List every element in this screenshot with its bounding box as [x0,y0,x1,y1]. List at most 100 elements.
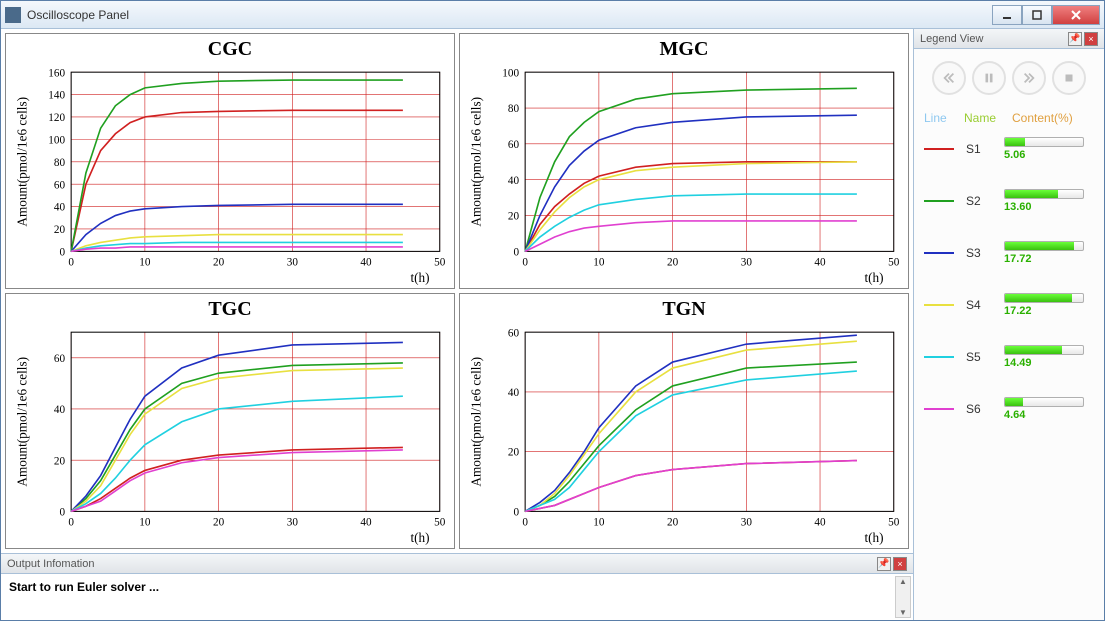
output-text: Start to run Euler solver ... [9,580,159,594]
svg-text:t(h): t(h) [410,270,429,285]
chart-panel-tgn: TGN010203040500204060t(h)Amount(pmol/1e6… [459,293,909,549]
legend-col-line: Line [924,111,964,125]
series-value: 5.06 [1004,149,1094,161]
close-panel-icon[interactable]: × [893,557,907,571]
svg-text:10: 10 [139,257,151,269]
legend-col-content: Content(%) [1012,111,1094,125]
svg-text:30: 30 [741,517,753,529]
output-scrollbar[interactable] [895,576,911,618]
output-title: Output Infomation [7,558,875,570]
media-controls [914,49,1104,111]
chart-panel-cgc: CGC01020304050020406080100120140160t(h)A… [5,33,455,289]
titlebar[interactable]: Oscilloscope Panel [1,1,1104,29]
svg-text:40: 40 [814,257,826,269]
svg-text:0: 0 [522,257,528,269]
stop-button[interactable] [1052,61,1086,95]
series-value-wrap: 4.64 [1004,397,1094,421]
svg-text:Amount(pmol/1e6 cells): Amount(pmol/1e6 cells) [14,97,29,227]
legend-pin-icon[interactable]: 📌 [1068,32,1082,46]
svg-text:120: 120 [48,112,65,124]
legend-close-icon[interactable]: × [1084,32,1098,46]
svg-text:Amount(pmol/1e6 cells): Amount(pmol/1e6 cells) [468,97,483,227]
svg-text:30: 30 [741,257,753,269]
legend-title: Legend View [920,33,1066,45]
svg-text:0: 0 [59,506,65,518]
series-swatch [924,356,954,358]
svg-text:50: 50 [434,257,446,269]
svg-text:20: 20 [508,447,520,459]
svg-text:20: 20 [54,455,66,467]
series-row-s2[interactable]: S213.60 [924,187,1094,215]
series-progress-bar [1004,345,1084,355]
window-title: Oscilloscope Panel [27,8,992,22]
svg-text:50: 50 [434,517,446,529]
legend-col-name: Name [964,111,1012,125]
series-name-label: S2 [966,194,1004,208]
minimize-button[interactable] [992,5,1022,25]
svg-text:40: 40 [508,175,520,187]
legend-column-headers: Line Name Content(%) [914,111,1104,135]
pin-icon[interactable]: 📌 [877,557,891,571]
series-swatch [924,304,954,306]
legend-header[interactable]: Legend View 📌 × [914,29,1104,49]
output-panel: Output Infomation 📌 × Start to run Euler… [1,553,913,620]
chart-title-tgc: TGC [6,294,454,321]
svg-text:20: 20 [54,224,66,236]
app-icon [5,7,21,23]
content-area: CGC01020304050020406080100120140160t(h)A… [1,29,1104,620]
chart-svg-tgn: 010203040500204060t(h)Amount(pmol/1e6 ce… [460,321,908,547]
rewind-button[interactable] [932,61,966,95]
series-name-label: S1 [966,142,1004,156]
svg-text:0: 0 [513,246,519,258]
series-value-wrap: 17.72 [1004,241,1094,265]
svg-text:0: 0 [59,246,65,258]
svg-text:60: 60 [54,179,66,191]
forward-button[interactable] [1012,61,1046,95]
svg-text:40: 40 [508,387,520,399]
series-value-wrap: 17.22 [1004,293,1094,317]
chart-svg-cgc: 01020304050020406080100120140160t(h)Amou… [6,61,454,287]
series-row-s5[interactable]: S514.49 [924,343,1094,371]
output-header[interactable]: Output Infomation 📌 × [1,554,913,574]
svg-text:40: 40 [814,517,826,529]
chart-panel-mgc: MGC01020304050020406080100t(h)Amount(pmo… [459,33,909,289]
output-body: Start to run Euler solver ... [1,574,913,620]
svg-text:10: 10 [593,257,605,269]
svg-text:20: 20 [667,257,679,269]
series-row-s6[interactable]: S64.64 [924,395,1094,423]
series-progress-bar [1004,189,1084,199]
series-value-wrap: 13.60 [1004,189,1094,213]
close-button[interactable] [1052,5,1100,25]
chart-title-cgc: CGC [6,34,454,61]
svg-text:0: 0 [68,257,74,269]
series-value: 17.72 [1004,253,1094,265]
svg-text:60: 60 [508,327,520,339]
series-progress-bar [1004,293,1084,303]
svg-text:Amount(pmol/1e6 cells): Amount(pmol/1e6 cells) [468,357,483,487]
svg-text:t(h): t(h) [864,530,883,545]
svg-text:140: 140 [48,90,65,102]
svg-text:30: 30 [287,257,299,269]
chart-title-tgn: TGN [460,294,908,321]
series-row-s3[interactable]: S317.72 [924,239,1094,267]
series-swatch [924,252,954,254]
series-row-s1[interactable]: S15.06 [924,135,1094,163]
svg-text:60: 60 [508,139,520,151]
series-name-label: S3 [966,246,1004,260]
pause-button[interactable] [972,61,1006,95]
series-name-label: S5 [966,350,1004,364]
chart-grid: CGC01020304050020406080100120140160t(h)A… [1,29,913,553]
series-progress-bar [1004,397,1084,407]
svg-text:40: 40 [360,257,372,269]
maximize-button[interactable] [1022,5,1052,25]
svg-text:30: 30 [287,517,299,529]
svg-text:Amount(pmol/1e6 cells): Amount(pmol/1e6 cells) [14,357,29,487]
svg-text:20: 20 [508,211,520,223]
series-value: 17.22 [1004,305,1094,317]
series-swatch [924,200,954,202]
series-list: S15.06 S213.60 S317.72 S417.22 S514.49 S64.64 [914,135,1104,447]
svg-text:t(h): t(h) [410,530,429,545]
series-row-s4[interactable]: S417.22 [924,291,1094,319]
svg-text:40: 40 [54,404,66,416]
series-value: 14.49 [1004,357,1094,369]
